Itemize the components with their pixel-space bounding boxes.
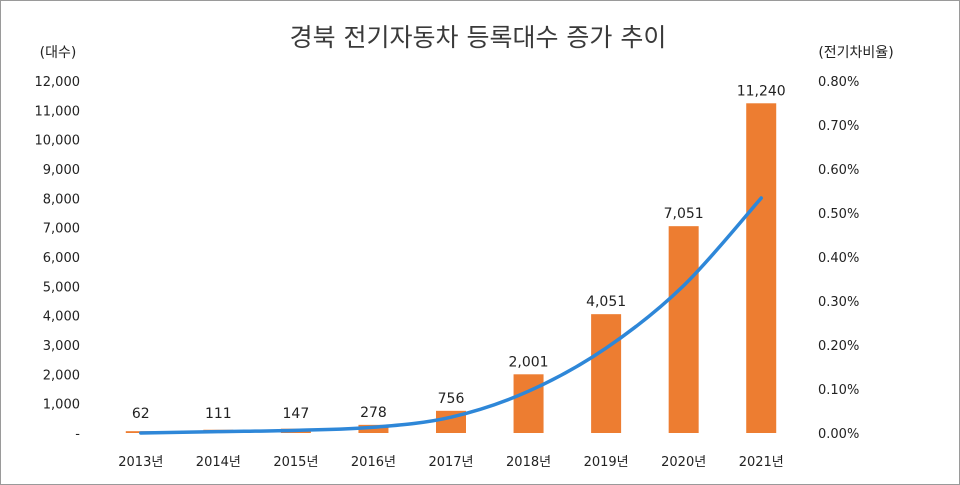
- x-tick-label: 2018년: [506, 455, 551, 470]
- data-label: 7,051: [664, 206, 704, 222]
- x-tick-label: 2013년: [118, 455, 163, 470]
- bar: [513, 374, 544, 433]
- data-label: 756: [438, 391, 465, 407]
- ratio-line-path: [139, 196, 763, 435]
- right-tick-label: 0.30%: [818, 295, 859, 310]
- bars: [125, 103, 777, 433]
- right-tick-label: 0.40%: [818, 251, 859, 266]
- right-tick-label: 0.70%: [818, 119, 859, 134]
- x-tick-label: 2017년: [428, 455, 473, 470]
- data-label: 147: [283, 406, 310, 422]
- left-tick-label: 8,000: [43, 192, 80, 207]
- left-tick-label: 7,000: [43, 222, 80, 237]
- right-tick-label: 0.20%: [818, 339, 859, 354]
- bar: [668, 226, 699, 433]
- x-tick-label: 2020년: [661, 455, 706, 470]
- right-tick-label: 0.00%: [818, 427, 859, 442]
- left-tick-label: 1,000: [43, 398, 80, 413]
- right-tick-label: 0.10%: [818, 383, 859, 398]
- left-tick-label: 4,000: [43, 310, 80, 325]
- left-axis-unit: (대수): [40, 45, 77, 61]
- left-axis-ticks: - 1,000 2,000 3,000 4,000 5,000 6,000 7,000 8,00…: [35, 75, 81, 442]
- right-axis-unit: (전기차비율): [818, 45, 893, 61]
- data-label: 111: [205, 406, 232, 422]
- left-tick-label: 9,000: [43, 163, 80, 178]
- left-tick-label: 5,000: [43, 280, 80, 295]
- ratio-line: [139, 196, 763, 435]
- right-tick-label: 0.60%: [818, 163, 859, 178]
- data-label: 11,240: [737, 83, 786, 99]
- data-label: 62: [132, 406, 150, 422]
- bar: [591, 314, 622, 433]
- right-tick-label: 0.80%: [818, 75, 859, 90]
- chart-title: 경북 전기자동차 등록대수 증가 추이: [290, 23, 667, 52]
- left-tick-label: 6,000: [43, 251, 80, 266]
- right-axis-ticks: 0.00% 0.10% 0.20% 0.30% 0.40% 0.50% 0.60% 0.70%…: [818, 75, 859, 442]
- left-tick-label: 11,000: [35, 104, 81, 119]
- bar: [746, 103, 777, 433]
- x-tick-label: 2021년: [739, 455, 784, 470]
- x-axis-ticks: 2013년 2014년 2015년 2016년 2017년 2018년 2019년 2020년…: [118, 455, 783, 470]
- data-label: 278: [360, 405, 387, 421]
- x-tick-label: 2014년: [196, 455, 241, 470]
- data-labels: 62 111 147 278 756 2,001 4,051 7,051 11,240: [132, 83, 786, 422]
- left-tick-label: 12,000: [35, 75, 81, 90]
- x-tick-label: 2015년: [273, 455, 318, 470]
- data-label: 2,001: [509, 354, 549, 370]
- x-tick-label: 2016년: [351, 455, 396, 470]
- x-tick-label: 2019년: [584, 455, 629, 470]
- left-tick-label: 3,000: [43, 339, 80, 354]
- data-label: 4,051: [586, 294, 626, 310]
- left-tick-label: -: [75, 427, 80, 442]
- left-tick-label: 10,000: [35, 134, 81, 149]
- right-tick-label: 0.50%: [818, 207, 859, 222]
- left-tick-label: 2,000: [43, 368, 80, 383]
